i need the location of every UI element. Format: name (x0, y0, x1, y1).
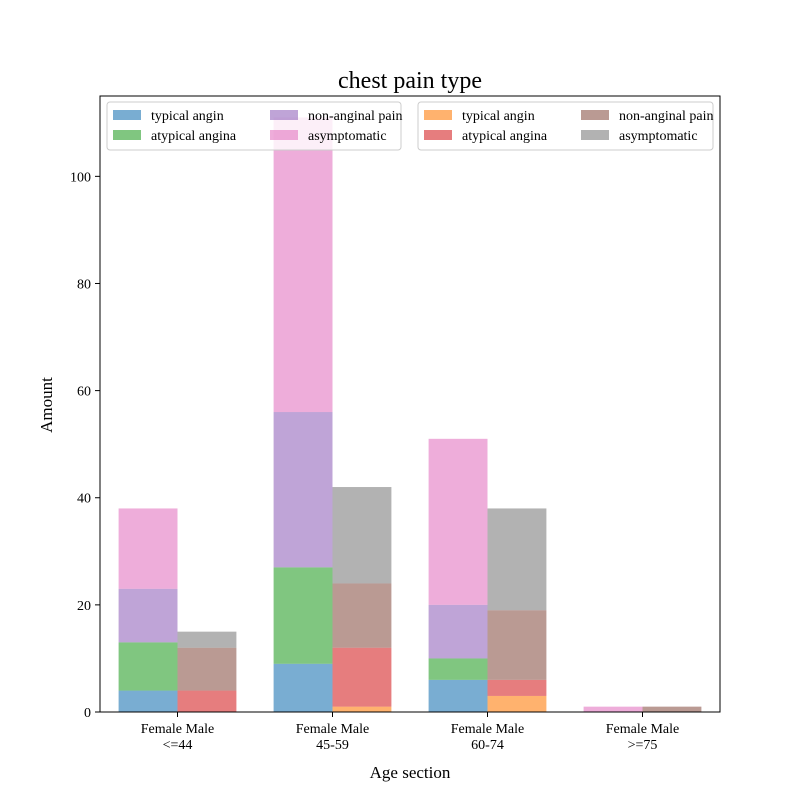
legend-male: typical angin atypical angina non-anginal … (417, 101, 714, 151)
legend-swatch-non-anginal-pain (270, 110, 298, 120)
bar-male-typical-angin-3 (487, 695, 547, 712)
bar-female-typical-angin-1 (118, 690, 178, 712)
chart-title: chest pain type (338, 68, 482, 94)
x-tick-label: Female Male <=44 (141, 722, 214, 753)
bar-female-non-anginal-pain-2 (273, 412, 333, 568)
bars-layer (118, 117, 702, 712)
bar-female-asymptomatic-2 (273, 117, 333, 413)
legend-swatch-asymptomatic (581, 130, 609, 140)
x-tick-label: Female Male >=75 (606, 722, 679, 753)
y-tick-label: 80 (77, 277, 91, 292)
bar-male-typical-angin-2 (332, 706, 392, 712)
bar-male-non-anginal-pain-4 (642, 706, 702, 712)
y-tick-label: 20 (77, 599, 91, 614)
bar-female-non-anginal-pain-3 (428, 604, 488, 659)
bar-male-non-anginal-pain-1 (177, 647, 237, 691)
bar-male-non-anginal-pain-2 (332, 583, 392, 648)
legends-layer: typical angin atypical angina non-anginal … (106, 101, 714, 151)
axes-layer: 0 20 40 60 80 100 Female Male <=44 Female Male 45… (70, 95, 721, 753)
bar-female-typical-angin-2 (273, 663, 333, 712)
y-axis-label: Amount (37, 377, 56, 433)
legend-label-atypical-angina: atypical angina (462, 129, 548, 144)
x-tick-label: Female Male 45-59 (296, 722, 369, 753)
bar-male-non-anginal-pain-3 (487, 610, 547, 680)
legend-swatch-non-anginal-pain (581, 110, 609, 120)
bar-male-asymptomatic-1 (177, 631, 237, 648)
legend-label-atypical-angina: atypical angina (151, 129, 237, 144)
bar-female-asymptomatic-3 (428, 438, 488, 605)
x-tick-label: Female Male 60-74 (451, 722, 524, 753)
bar-female-typical-angin-3 (428, 679, 488, 712)
x-axis-label: Age section (370, 763, 451, 782)
legend-swatch-atypical-angina (113, 130, 141, 140)
plot-frame (99, 95, 721, 713)
bar-male-atypical-angina-1 (177, 690, 237, 712)
y-tick-label: 0 (84, 706, 91, 721)
legend-swatch-typical-angin (113, 110, 141, 120)
bar-male-asymptomatic-3 (487, 508, 547, 611)
bar-female-asymptomatic-4 (583, 706, 643, 712)
bar-female-atypical-angina-2 (273, 567, 333, 664)
bar-male-asymptomatic-2 (332, 487, 392, 584)
legend-swatch-typical-angin (424, 110, 452, 120)
legend-label-non-anginal-pain: non-anginal pain (308, 109, 402, 124)
legend-label-non-anginal-pain: non-anginal pain (619, 109, 713, 124)
legend-female: typical angin atypical angina non-anginal … (106, 101, 402, 151)
bar-male-atypical-angina-3 (487, 679, 547, 696)
legend-swatch-asymptomatic (270, 130, 298, 140)
legend-swatch-atypical-angina (424, 130, 452, 140)
legend-label-typical-angin: typical angin (151, 109, 224, 124)
bar-female-atypical-angina-3 (428, 658, 488, 680)
legend-label-asymptomatic: asymptomatic (619, 129, 698, 144)
bar-female-asymptomatic-1 (118, 508, 178, 589)
bar-female-non-anginal-pain-1 (118, 588, 178, 643)
legend-label-typical-angin: typical angin (462, 109, 535, 124)
legend-label-asymptomatic: asymptomatic (308, 129, 387, 144)
y-tick-label: 100 (70, 170, 91, 185)
bar-female-atypical-angina-1 (118, 642, 178, 691)
y-tick-label: 40 (77, 492, 91, 507)
bar-male-atypical-angina-2 (332, 647, 392, 707)
y-tick-label: 60 (77, 385, 91, 400)
